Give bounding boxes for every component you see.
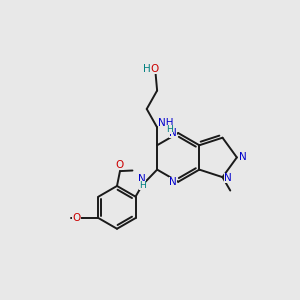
Text: O: O [116, 160, 124, 170]
Text: N: N [138, 174, 146, 184]
Text: N: N [169, 177, 177, 187]
Text: O: O [151, 64, 159, 74]
Text: N: N [239, 152, 247, 162]
Text: H: H [139, 181, 146, 190]
Text: N: N [169, 128, 177, 138]
Text: NH: NH [158, 118, 173, 128]
Text: H: H [166, 125, 173, 134]
Text: O: O [72, 213, 81, 223]
Text: N: N [224, 173, 232, 183]
Text: H: H [143, 64, 151, 74]
